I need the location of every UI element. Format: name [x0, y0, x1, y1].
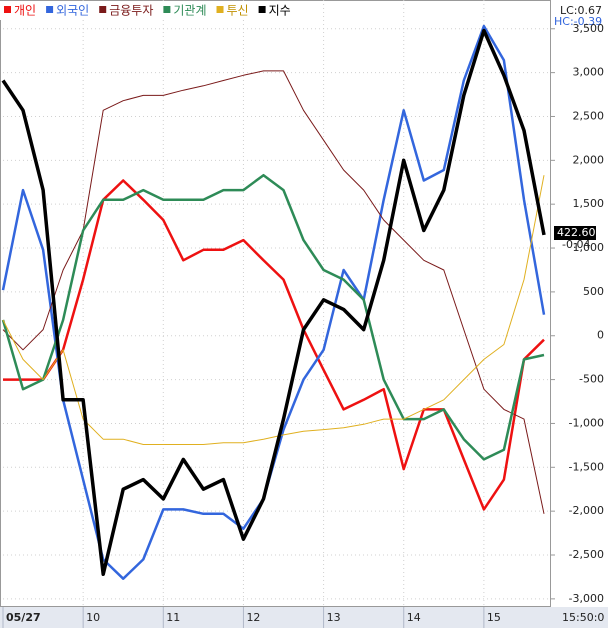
- legend-label: 외국인: [56, 4, 89, 18]
- legend-swatch: [216, 6, 224, 13]
- y-tick-label: 2,500: [573, 109, 605, 122]
- y-tick-label: 3,000: [573, 66, 605, 79]
- x-tick-label: 15: [487, 611, 501, 624]
- series-line: [1, 173, 545, 461]
- legend-label: 지수: [269, 4, 291, 18]
- lc-label: LC:0.67: [560, 4, 602, 17]
- legend-label: 금융투자: [109, 4, 153, 18]
- time-label: 15:50:0: [562, 611, 604, 624]
- legend: 개인 외국인 금융투자 기관계 투신 지수: [0, 1, 292, 20]
- y-tick-label: -1,500: [569, 460, 604, 473]
- y-tick-label: -500: [579, 373, 604, 386]
- x-tick-label: 11: [166, 611, 180, 624]
- legend-swatch: [4, 6, 11, 13]
- legend-swatch: [163, 6, 171, 13]
- y-tick-label: 3,500: [573, 22, 605, 35]
- last-value-box: [554, 226, 596, 240]
- y-tick-label: -2,000: [569, 504, 604, 517]
- series-line: [1, 28, 546, 577]
- x-tick-label: 05/27: [6, 611, 41, 624]
- legend-label: 개인: [14, 4, 36, 18]
- y-tick-label: 500: [583, 285, 604, 298]
- x-tick-label: 13: [327, 611, 341, 624]
- legend-background: [0, 1, 292, 20]
- legend-swatch: [99, 6, 107, 13]
- y-tick-label: 1,000: [573, 241, 605, 254]
- y-tick-label: -2,500: [569, 548, 604, 561]
- series-line: [3, 179, 545, 511]
- x-tick-label: 10: [86, 611, 100, 624]
- legend-swatch: [46, 6, 54, 13]
- hc-label: HC:-0.39: [554, 15, 602, 28]
- y-tick-label: 2,000: [573, 153, 605, 166]
- x-tick-label: 12: [246, 611, 260, 624]
- series-line: [2, 70, 545, 514]
- y-tick-label: -3,000: [569, 592, 604, 605]
- legend-label: 기관계: [173, 4, 206, 18]
- last-change: -0.04: [562, 238, 590, 251]
- series-line: [2, 175, 545, 445]
- last-value: 422.60: [557, 226, 596, 239]
- plot-frame: [0, 0, 551, 607]
- x-tick-label: 14: [407, 611, 421, 624]
- y-tick-label: 0: [597, 329, 604, 342]
- x-axis-bar: [0, 607, 608, 628]
- legend-label: 투신: [227, 4, 249, 18]
- y-tick-label: -1,000: [569, 416, 604, 429]
- y-tick-label: 1,500: [573, 197, 605, 210]
- legend-swatch: [258, 6, 266, 13]
